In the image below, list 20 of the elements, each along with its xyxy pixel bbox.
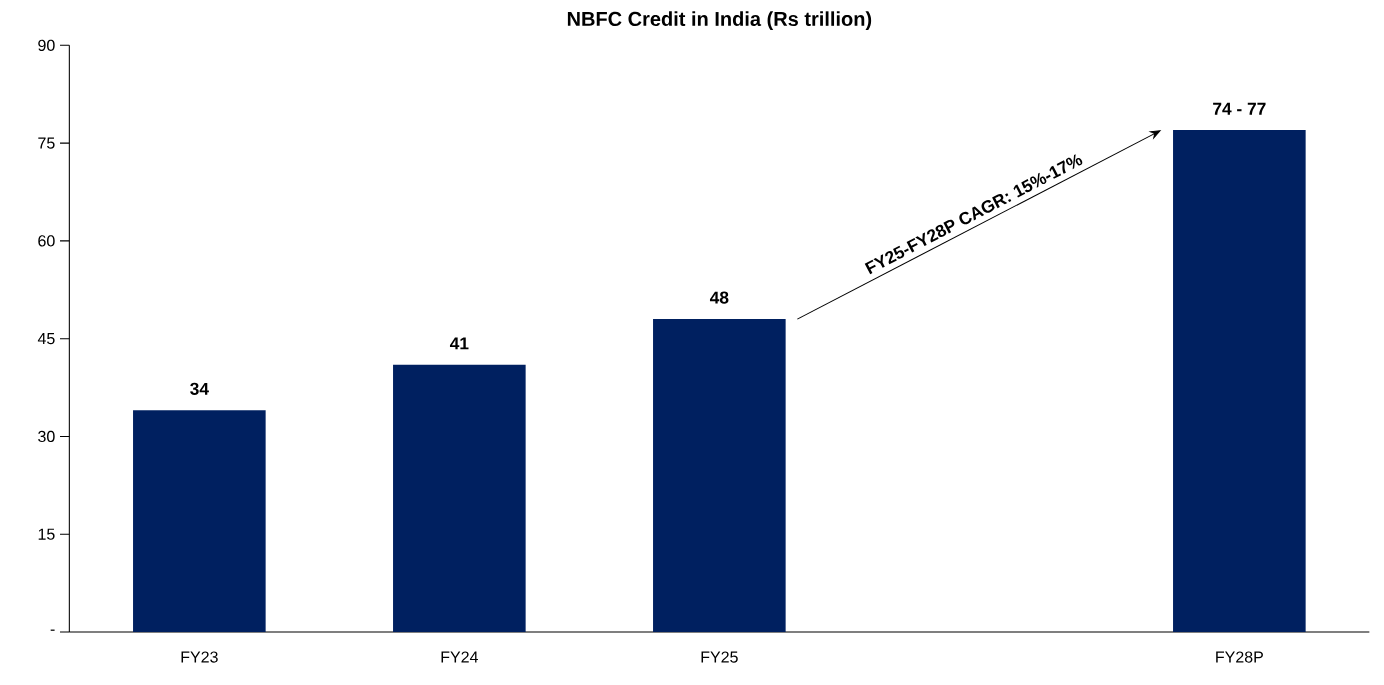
data-label: 41 (449, 337, 469, 350)
x-tick-label: FY23 (181, 651, 218, 663)
bar (393, 364, 526, 632)
y-tick-label: 75 (38, 137, 55, 149)
y-tick-label: 30 (38, 430, 55, 442)
data-label: 34 (190, 382, 209, 395)
x-tick-label: FY24 (441, 651, 478, 663)
annotation: 74 - 77 (1213, 102, 1266, 115)
y-tick-label: - (50, 629, 55, 631)
data-label: 48 (709, 291, 729, 304)
y-tick-label: 60 (38, 235, 55, 247)
y-tick-label: 15 (38, 528, 55, 540)
y-tick-label: 90 (38, 39, 55, 51)
x-tick-label: FY28P (1216, 651, 1263, 663)
chart-title: NBFC Credit in India (Rs trillion) (567, 11, 872, 30)
bar (133, 410, 266, 632)
y-tick-label: 45 (37, 332, 55, 345)
x-tick-label: FY25 (701, 651, 738, 663)
bar (653, 318, 786, 632)
bar (1173, 129, 1306, 632)
